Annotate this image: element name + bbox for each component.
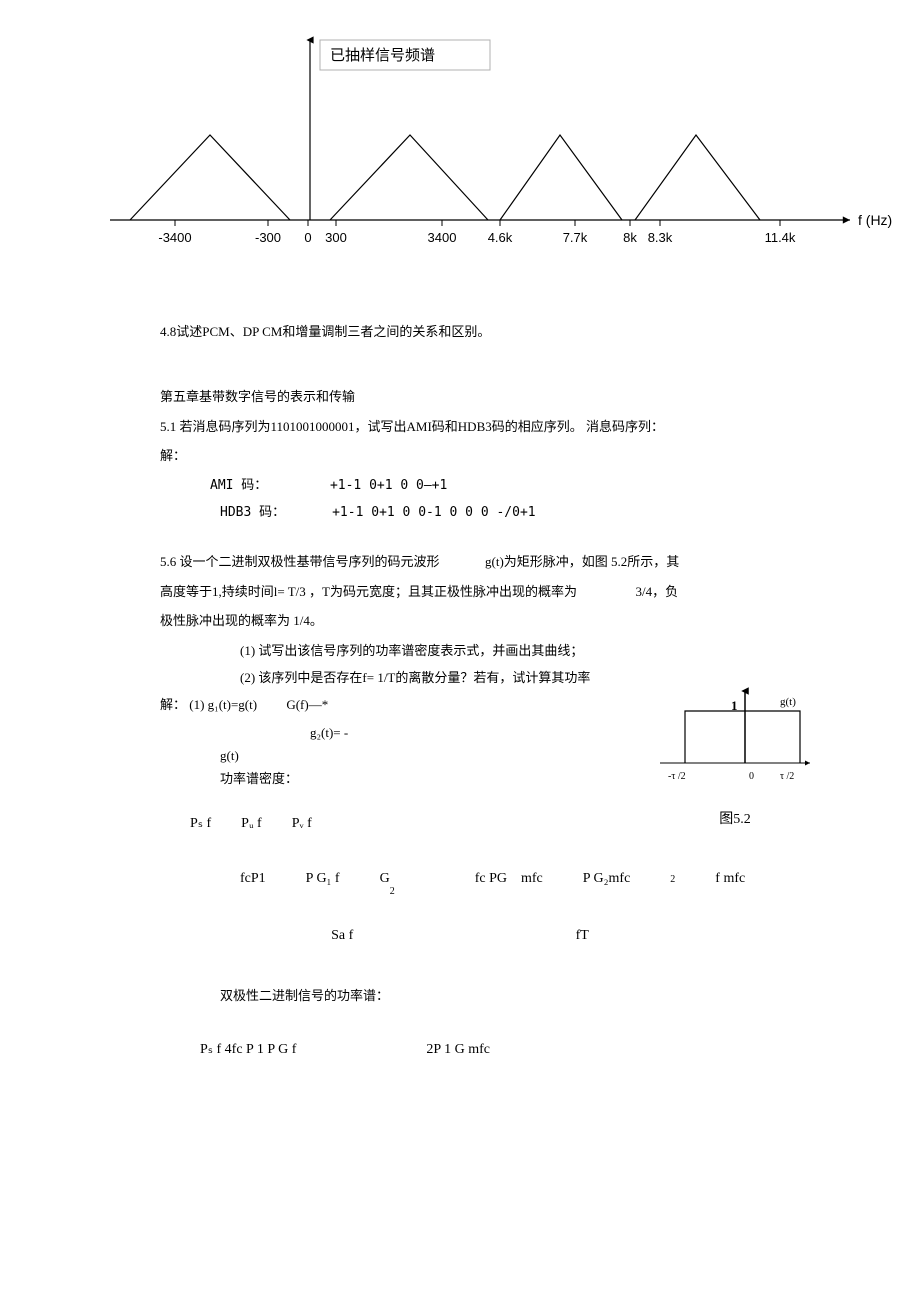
saf-row: Sa f fT <box>40 923 880 948</box>
figure-5-2-svg: 1 g(t) -τ /2 0 τ /2 <box>650 683 820 793</box>
spectrum-svg: 已抽样信号频谱 f (Hz) -3400 -300 0 300 3400 4.6k 7.7k 8k… <box>0 0 920 280</box>
page-body: 4.8试述PCM、DP CM和增量调制三者之间的关系和区别。 第五章基带数字信号… <box>0 320 920 1063</box>
q56-line2: 高度等于1,持续时间l= T/3 ，T为码元宽度；且其正极性脉冲出现的概率为 3… <box>160 580 880 603</box>
sol-label: 解： <box>160 697 186 712</box>
svg-text:f (Hz): f (Hz) <box>858 212 892 228</box>
svg-text:g(t): g(t) <box>780 696 796 708</box>
ami-code: +1-1 0+1 0 0—+1 <box>330 478 447 493</box>
q56-line3: 极性脉冲出现的概率为 1/4。 <box>160 609 880 632</box>
bf-p8: f mfc <box>715 866 745 891</box>
hdb3-code: +1-1 0+1 0 0-1 0 0 0 -/0+1 <box>332 505 536 520</box>
svg-text:0: 0 <box>304 230 311 245</box>
bf-p4: fc PG <box>475 871 507 886</box>
big-formula-row: fcP1 P G₁ f G2 fc PG mfc P G₂mfc 2 f mfc <box>40 866 880 893</box>
q56-line1b: g(t)为矩形脉冲，如图 5.2所示，其 <box>485 554 679 569</box>
sol-a2: G(f)—* <box>286 697 328 712</box>
ami-row: AMI 码： +1-1 0+1 0 0—+1 <box>210 474 880 497</box>
svg-text:已抽样信号频谱: 已抽样信号频谱 <box>330 47 435 64</box>
figure-5-2: 1g(t)-τ /20τ /2 图5.2 <box>650 683 820 823</box>
bf-p6: P G₂mfc <box>583 866 631 891</box>
q56-item1: (1) 试写出该信号序列的功率谱密度表示式，并画出其曲线； <box>240 639 880 662</box>
svg-text:300: 300 <box>325 230 347 245</box>
bf-p7: 2 <box>670 871 675 889</box>
psd-pu: Pᵤ f <box>241 811 262 836</box>
svg-text:11.4k: 11.4k <box>765 230 796 245</box>
bf-p1: fcP1 <box>240 866 266 891</box>
q51-solution-label: 解： <box>160 444 880 467</box>
svg-text:τ /2: τ /2 <box>780 771 794 782</box>
bf-p2: P G₁ f <box>306 866 340 891</box>
sol-a: (1) g₁(t)=g(t) <box>189 697 257 712</box>
q56-line1a: 5.6 设一个二进制双极性基带信号序列的码元波形 <box>160 554 440 569</box>
bf-p3: G2 <box>380 866 395 893</box>
spectrum-chart: 已抽样信号频谱 f (Hz) -3400 -300 0 300 3400 4.6k 7.7k 8k… <box>0 0 920 280</box>
ami-label: AMI 码： <box>210 478 267 493</box>
q56-line2b: 3/4，负 <box>635 584 678 599</box>
figure-5-2-caption-a: 图 <box>719 812 733 827</box>
q48-text: 4.8试述PCM、DP CM和增量调制三者之间的关系和区别。 <box>160 320 880 343</box>
hdb3-row: HDB3 码： +1-1 0+1 0 0-1 0 0 0 -/0+1 <box>220 501 880 524</box>
bf-p4w: fc PG mfc <box>475 866 543 891</box>
bipolar-formula: Pₛ f 4fc P 1 P G f 2P 1 G mfc <box>40 1037 880 1062</box>
figure-5-2-caption-b: 5.2 <box>733 812 751 827</box>
saf: Sa f <box>331 923 353 948</box>
psd-pv: Pᵥ f <box>292 811 312 836</box>
figure-5-2-caption: 图5.2 <box>650 807 820 832</box>
hdb3-label: HDB3 码： <box>220 505 285 520</box>
ft: fT <box>576 923 589 948</box>
bf-p5: mfc <box>521 871 543 886</box>
svg-text:8k: 8k <box>623 230 637 245</box>
svg-text:0: 0 <box>749 771 754 782</box>
svg-text:-τ /2: -τ /2 <box>668 771 686 782</box>
bipolar-a: Pₛ f 4fc P 1 P G f <box>200 1037 296 1062</box>
psd-ps: Pₛ f <box>190 811 211 836</box>
bf-p3a: G <box>380 871 390 886</box>
chapter5-title: 第五章基带数字信号的表示和传输 <box>160 385 880 408</box>
svg-text:1: 1 <box>731 698 738 713</box>
svg-text:7.7k: 7.7k <box>563 230 588 245</box>
svg-text:-300: -300 <box>255 230 281 245</box>
q51-text: 5.1 若消息码序列为1101001000001，试写出AMI码和HDB3码的相… <box>160 415 880 438</box>
q56-line2a: 高度等于1,持续时间l= T/3 ，T为码元宽度；且其正极性脉冲出现的概率为 <box>160 584 577 599</box>
svg-text:3400: 3400 <box>428 230 457 245</box>
bipolar-b: 2P 1 G mfc <box>426 1037 490 1062</box>
bipolar-label: 双极性二进制信号的功率谱： <box>220 984 880 1007</box>
svg-text:8.3k: 8.3k <box>648 230 673 245</box>
svg-text:4.6k: 4.6k <box>488 230 513 245</box>
q56-line1: 5.6 设一个二进制双极性基带信号序列的码元波形 g(t)为矩形脉冲，如图 5.… <box>160 550 880 573</box>
svg-text:-3400: -3400 <box>158 230 191 245</box>
bf-p3b: 2 <box>390 886 395 897</box>
